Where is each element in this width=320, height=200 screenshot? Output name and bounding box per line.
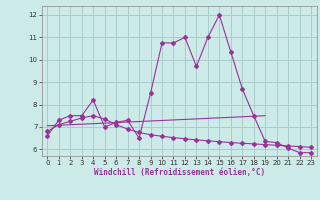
X-axis label: Windchill (Refroidissement éolien,°C): Windchill (Refroidissement éolien,°C) [94,168,265,177]
